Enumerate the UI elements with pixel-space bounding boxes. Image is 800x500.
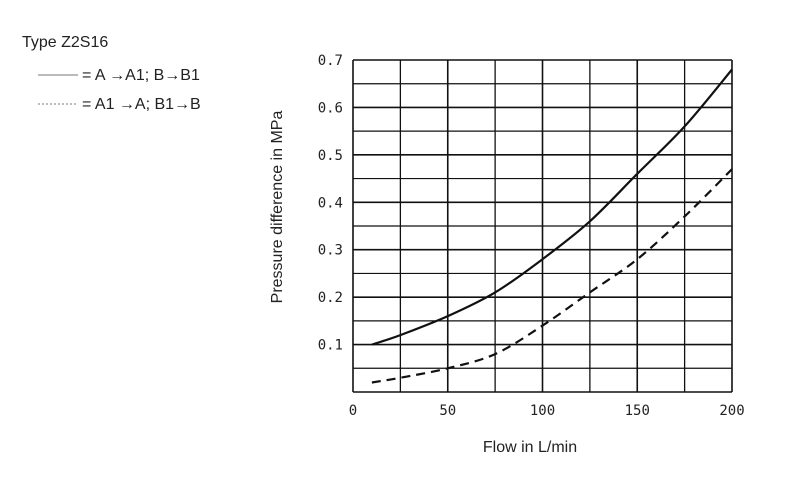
plot-grid (352, 59, 733, 393)
y-tick-label: 0.1 (318, 338, 343, 354)
y-tick-label: 0.2 (318, 290, 343, 306)
y-tick-label: 0.3 (318, 243, 343, 259)
axis-ticks: 0 50 100 150 200 0.1 0.2 0.3 0.4 0.5 0.6 0.7 (318, 53, 745, 419)
x-tick-label: 50 (439, 403, 456, 419)
series-line-solid (371, 68, 733, 346)
chart-title: Type Z2S16 (22, 34, 108, 51)
x-tick-label: 0 (349, 403, 357, 419)
series-line-dashed (371, 168, 733, 384)
y-tick-label: 0.7 (318, 53, 343, 69)
legend: = A →A1; B→B1 = A1 →A; B1→B (38, 67, 201, 113)
y-tick-label: 0.4 (318, 195, 343, 211)
y-tick-label: 0.6 (318, 100, 343, 116)
legend-label-solid: = A →A1; B→B1 (82, 67, 200, 84)
x-axis-label: Flow in L/min (483, 439, 577, 456)
legend-label-dashed: = A1 →A; B1→B (82, 96, 201, 113)
x-tick-label: 100 (530, 403, 555, 419)
data-series (371, 68, 733, 384)
x-tick-label: 150 (625, 403, 650, 419)
y-tick-label: 0.5 (318, 148, 343, 164)
y-axis-label: Pressure difference in MPa (269, 111, 286, 304)
x-tick-label: 200 (719, 403, 744, 419)
